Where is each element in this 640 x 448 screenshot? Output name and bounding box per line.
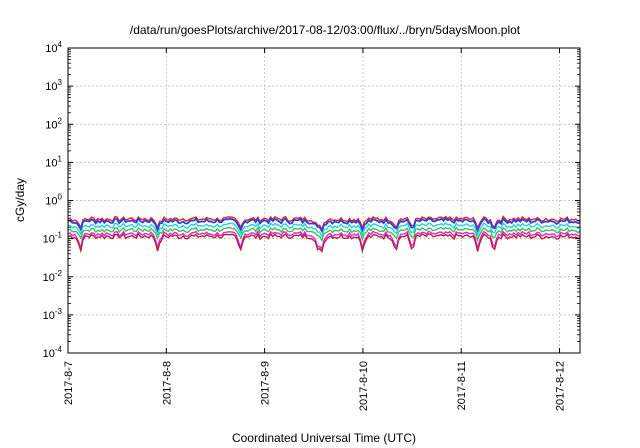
series-line — [67, 232, 581, 254]
x-tick-label: 2017-8-7 — [63, 361, 75, 405]
x-tick-label: 2017-8-11 — [456, 361, 468, 410]
series-line — [67, 221, 581, 238]
y-tick-label: 101 — [45, 154, 62, 169]
y-tick-label: 10-2 — [43, 269, 63, 284]
y-tick-label: 102 — [45, 116, 62, 131]
grid-lines — [67, 47, 580, 354]
y-axis-ticks: 10-4 10-3 10-2 10-1 100 101 102 103 104 — [43, 40, 580, 360]
y-axis-label: cGy/day — [13, 178, 27, 222]
x-tick-label: 2017-8-9 — [260, 361, 272, 405]
series-line — [67, 226, 581, 243]
series-line — [67, 216, 581, 234]
x-tick-label: 2017-8-8 — [161, 361, 173, 405]
y-tick-label: 10-4 — [43, 345, 63, 360]
series-lines — [67, 215, 581, 254]
x-tick-label: 2017-8-12 — [555, 361, 567, 411]
x-tick-label: 2017-8-10 — [358, 361, 370, 411]
chart-title: /data/run/goesPlots/archive/2017-08-12/0… — [130, 23, 521, 37]
y-tick-label: 103 — [45, 78, 62, 93]
y-tick-label: 10-3 — [43, 307, 63, 322]
y-tick-label: 104 — [45, 40, 62, 55]
y-tick-label: 100 — [45, 193, 62, 208]
x-axis-label: Coordinated Universal Time (UTC) — [232, 431, 416, 445]
y-tick-label: 10-1 — [43, 231, 63, 246]
x-axis-ticks: 2017-8-7 2017-8-8 2017-8-9 2017-8-10 2017-8-… — [63, 48, 567, 411]
